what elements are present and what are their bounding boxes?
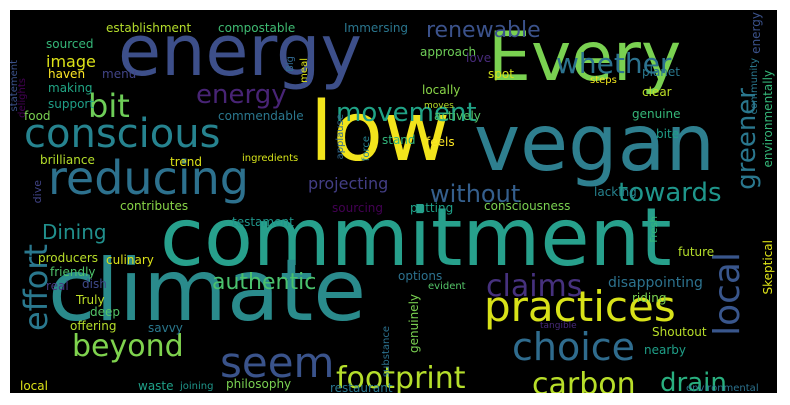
cloud-word: meal <box>299 58 310 83</box>
cloud-word: friendly <box>50 265 96 279</box>
cloud-word: approach <box>420 45 477 59</box>
cloud-word: delights <box>17 78 28 118</box>
cloud-word: moves <box>424 101 454 111</box>
cloud-word: haven <box>48 67 86 81</box>
cloud-word: making <box>48 81 93 95</box>
cloud-word: low <box>310 85 451 180</box>
cloud-word: establishment <box>106 21 192 35</box>
cloud-word: sourced <box>46 37 94 51</box>
cloud-word: tangible <box>540 321 577 331</box>
cloud-word: love <box>466 51 492 65</box>
cloud-word: practices <box>484 282 676 331</box>
cloud-word: putting <box>410 201 454 215</box>
cloud-word: future <box>678 245 715 259</box>
cloud-word: movement <box>336 98 477 128</box>
cloud-word: Dining <box>42 220 107 244</box>
cloud-word: bit <box>88 87 130 125</box>
cloud-word: riding <box>632 291 667 305</box>
cloud-word: climate <box>48 241 367 341</box>
cloud-word: without <box>430 180 521 208</box>
cloud-word: food <box>24 109 51 123</box>
cloud-word: brilliance <box>40 153 95 167</box>
cloud-word: image <box>46 52 96 71</box>
cloud-word: Skeptical <box>761 240 775 295</box>
cloud-word: beyond <box>72 329 184 364</box>
cloud-word: savvy <box>148 321 183 335</box>
cloud-word: dive <box>31 180 44 204</box>
cloud-word: sourcing <box>332 201 384 215</box>
cloud-word: environmental <box>686 383 759 394</box>
cloud-word: genuinely <box>407 294 421 353</box>
cloud-word: Every <box>488 18 682 97</box>
cloud-word: compostable <box>218 21 296 35</box>
cloud-word: culinary <box>106 253 154 267</box>
cloud-word: environmentally <box>761 70 775 168</box>
cloud-word: trend <box>170 155 202 169</box>
cloud-word: commendable <box>218 109 304 123</box>
cloud-word: force <box>361 136 372 162</box>
cloud-word: substance <box>381 326 392 378</box>
cloud-word: towards <box>618 178 722 208</box>
cloud-word: stand <box>382 133 416 147</box>
cloud-word: joining <box>180 381 214 392</box>
cloud-word: bite <box>656 127 680 141</box>
cloud-word: offering <box>70 319 117 333</box>
cloud-word: whether <box>556 47 672 80</box>
cloud-word: testament <box>232 215 294 229</box>
cloud-word: energy <box>196 80 287 110</box>
cloud-word: carbon <box>532 367 636 394</box>
cloud-word: disappointing <box>608 275 703 291</box>
cloud-word: real <box>46 279 69 293</box>
cloud-word: consciousness <box>484 199 571 213</box>
cloud-word: deep <box>90 305 120 319</box>
cloud-word: clear <box>642 85 672 99</box>
cloud-word: restaurant <box>330 381 393 393</box>
cloud-word: community <box>749 58 760 115</box>
cloud-word: Shoutout <box>652 325 707 339</box>
cloud-word: steps <box>590 75 617 86</box>
cloud-word: support <box>48 97 95 111</box>
cloud-word: ingredients <box>242 153 299 164</box>
cloud-word: authentic <box>212 270 317 295</box>
cloud-word: Truly <box>76 293 105 307</box>
cloud-word: projecting <box>308 174 389 193</box>
cloud-word: dish <box>82 277 107 291</box>
cloud-word: spot <box>488 67 514 81</box>
cloud-word: waste <box>138 379 174 393</box>
cloud-word: applause <box>335 114 346 160</box>
cloud-word: Immersing <box>344 21 409 35</box>
cloud-word: local <box>20 379 48 393</box>
cloud-word: drain <box>660 368 727 393</box>
cloud-word: seem <box>220 338 335 387</box>
cloud-word: vegan <box>474 99 715 189</box>
cloud-word: commitment <box>160 191 672 284</box>
cloud-word: energy <box>749 12 763 54</box>
cloud-word: locally <box>422 83 461 97</box>
cloud-word: feels <box>426 135 455 149</box>
cloud-word: energy <box>118 10 362 92</box>
cloud-word: lacking <box>594 185 637 199</box>
cloud-word: claims <box>486 269 583 304</box>
cloud-word: reducing <box>48 151 249 205</box>
cloud-word: producers <box>38 251 99 265</box>
cloud-word: philosophy <box>226 377 292 391</box>
cloud-word: renewable <box>426 18 541 43</box>
cloud-word: genuine <box>632 107 681 121</box>
cloud-word: Fresh <box>649 216 660 243</box>
cloud-word: menu <box>102 67 137 81</box>
cloud-word: contributes <box>120 199 189 213</box>
cloud-word: nearby <box>644 343 686 357</box>
cloud-word: evident <box>428 281 466 292</box>
cloud-word: conscious <box>24 111 221 157</box>
cloud-word: footprint <box>336 361 466 394</box>
word-cloud: commitment climate low vegan energy Every cons… <box>10 10 777 393</box>
cloud-word: local <box>707 252 748 336</box>
cloud-word: actively <box>434 109 481 123</box>
cloud-word: choice <box>512 325 636 369</box>
cloud-word: planet <box>642 65 680 79</box>
cloud-word: Big <box>285 56 296 72</box>
cloud-word: options <box>398 269 443 283</box>
